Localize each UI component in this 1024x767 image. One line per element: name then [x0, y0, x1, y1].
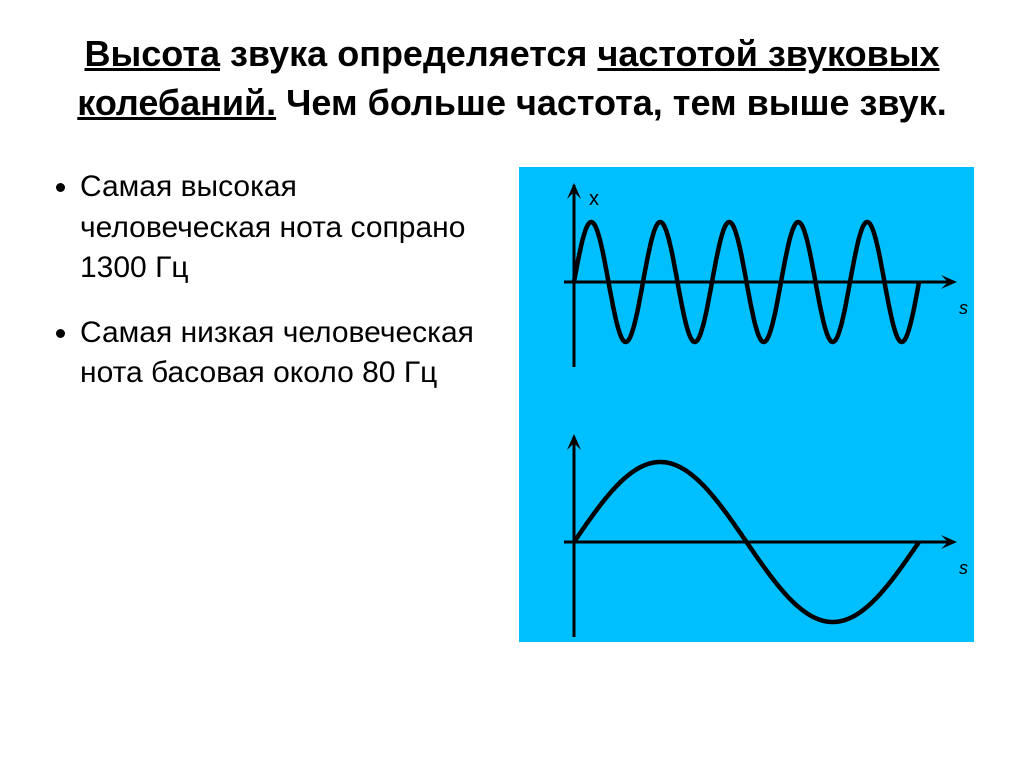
page-title: Высота звука определяется частотой звуко… [50, 30, 974, 127]
list-item: Самая низкая человеческая нота басовая о… [80, 313, 489, 394]
title-text-4: Чем больше частота, тем выше звук. [276, 82, 947, 123]
svg-text:x: x [589, 188, 599, 210]
bullet-column: Самая высокая человеческая нота сопрано … [50, 167, 499, 642]
wave-chart: x s s [519, 167, 974, 642]
svg-text:s: s [959, 298, 968, 318]
content-row: Самая высокая человеческая нота сопрано … [50, 167, 974, 642]
title-text-2: звука определяется [220, 33, 597, 74]
title-underline-1: Высота [85, 33, 221, 74]
svg-text:s: s [959, 558, 968, 578]
list-item: Самая высокая человеческая нота сопрано … [80, 167, 489, 289]
